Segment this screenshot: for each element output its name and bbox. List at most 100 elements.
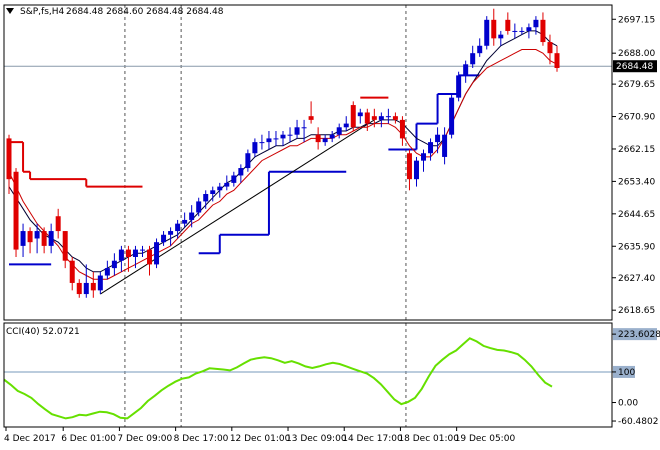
price-tick-label-0: 2697.15 xyxy=(618,15,655,25)
candle-body-48 xyxy=(343,123,349,128)
candle-body-28 xyxy=(203,194,209,202)
candle-body-17 xyxy=(125,249,131,257)
price-tick-label-1: 2688.00 xyxy=(618,49,655,59)
cci-label: CCI(40) 52.0721 xyxy=(6,327,80,337)
candle-body-12 xyxy=(90,282,96,291)
candlestick-series xyxy=(6,8,560,298)
candle-body-36 xyxy=(259,142,265,144)
candle-body-24 xyxy=(175,223,181,232)
candle-body-34 xyxy=(245,153,251,169)
candle-body-78 xyxy=(554,53,560,68)
time-tick-label-2: 7 Dec 09:00 xyxy=(117,434,172,444)
candle-body-33 xyxy=(238,168,244,176)
candle-body-65 xyxy=(463,64,469,76)
candle-body-31 xyxy=(224,182,230,187)
cci-tick-label-1: 100 xyxy=(618,368,635,378)
candle-body-20 xyxy=(147,249,153,265)
time-tick-label-6: 14 Dec 17:00 xyxy=(342,434,403,444)
candle-body-74 xyxy=(526,27,532,31)
candle-body-19 xyxy=(139,249,145,251)
time-tick-label-7: 18 Dec 01:00 xyxy=(398,434,459,444)
support-resistance-levels xyxy=(9,74,480,295)
main-grid xyxy=(4,5,612,427)
candle-body-4 xyxy=(34,231,40,239)
candle-body-63 xyxy=(449,97,455,135)
price-tick-label-4: 2670.90 xyxy=(618,113,655,123)
candle-body-51 xyxy=(364,112,370,124)
candle-body-67 xyxy=(477,45,483,54)
candle-body-71 xyxy=(505,19,511,31)
candle-body-10 xyxy=(76,282,82,295)
candle-body-43 xyxy=(308,116,314,120)
candle-body-52 xyxy=(371,116,377,120)
candle-body-23 xyxy=(168,231,174,235)
candle-body-76 xyxy=(540,19,546,43)
cci-line xyxy=(3,337,553,420)
candle-body-8 xyxy=(62,231,68,261)
cci-tick-label-2: 0.00 xyxy=(618,399,638,409)
time-tick-label-5: 13 Dec 09:00 xyxy=(286,434,347,444)
candle-body-16 xyxy=(118,249,124,261)
candle-body-29 xyxy=(210,190,216,194)
candle-body-0 xyxy=(6,138,12,180)
candle-body-64 xyxy=(456,75,462,98)
candle-body-55 xyxy=(392,116,398,120)
time-tick-label-8: 19 Dec 05:00 xyxy=(455,434,516,444)
price-tick-label-7: 2644.65 xyxy=(618,210,655,220)
candle-body-77 xyxy=(547,42,553,54)
candle-body-58 xyxy=(413,160,419,180)
candle-body-13 xyxy=(97,275,103,291)
panel-frames xyxy=(3,4,613,428)
candle-body-11 xyxy=(83,282,89,295)
candle-body-61 xyxy=(435,134,441,143)
time-tick-label-4: 12 Dec 01:00 xyxy=(230,434,291,444)
cci-tick-label-0: 223.6028 xyxy=(618,330,660,340)
candle-body-62 xyxy=(442,134,448,157)
candle-body-2 xyxy=(20,231,26,246)
candle-body-40 xyxy=(287,134,293,136)
price-tick-label-8: 2635.90 xyxy=(618,242,655,252)
time-tick-label-3: 8 Dec 17:00 xyxy=(174,434,229,444)
candle-body-41 xyxy=(294,127,300,135)
candle-body-14 xyxy=(104,268,110,276)
price-tick-label-10: 2618.65 xyxy=(618,306,655,316)
candle-body-30 xyxy=(217,186,223,191)
candle-body-69 xyxy=(491,19,497,39)
price-tick-label-6: 2653.40 xyxy=(618,177,655,187)
time-axis: 4 Dec 2017 6 Dec 01:00 7 Dec 09:00 8 Dec 17… xyxy=(4,427,515,444)
candle-body-15 xyxy=(111,260,117,269)
symbol-label: S&P,fs,H4 xyxy=(20,7,65,17)
candle-body-57 xyxy=(406,153,412,180)
candle-body-32 xyxy=(231,175,237,183)
price-tick-label-9: 2627.40 xyxy=(618,274,655,284)
candle-body-1 xyxy=(13,171,19,250)
price-axis: 2697.15 2688.00 2684.48 2679.65 2670.90 2662.… xyxy=(612,15,660,427)
candle-body-49 xyxy=(350,105,356,128)
candle-body-27 xyxy=(196,201,202,213)
ohlc-readout: 2684.48 2684.60 2684.48 2684.48 xyxy=(66,7,224,17)
candle-body-38 xyxy=(273,138,279,140)
candle-body-39 xyxy=(280,134,286,139)
price-tick-label-3: 2679.65 xyxy=(618,80,655,90)
candle-body-21 xyxy=(154,242,160,265)
time-tick-label-0: 4 Dec 2017 xyxy=(4,434,56,444)
candle-body-54 xyxy=(385,116,391,118)
candle-body-59 xyxy=(421,153,427,161)
cci-indicator xyxy=(3,337,612,420)
candle-body-68 xyxy=(484,19,490,46)
cci-panel-frame xyxy=(3,322,613,428)
candle-body-75 xyxy=(533,19,539,28)
trendline xyxy=(100,119,375,295)
candle-body-18 xyxy=(132,249,138,257)
main-panel-frame xyxy=(3,4,613,321)
candle-body-6 xyxy=(48,231,54,246)
candle-body-56 xyxy=(399,119,405,139)
candle-body-3 xyxy=(27,231,33,243)
candle-body-44 xyxy=(315,134,321,143)
collapse-triangle-icon[interactable] xyxy=(6,8,14,14)
time-tick-label-1: 6 Dec 01:00 xyxy=(61,434,116,444)
candle-body-66 xyxy=(470,53,476,65)
candle-body-37 xyxy=(266,138,272,143)
candle-body-35 xyxy=(252,142,258,154)
